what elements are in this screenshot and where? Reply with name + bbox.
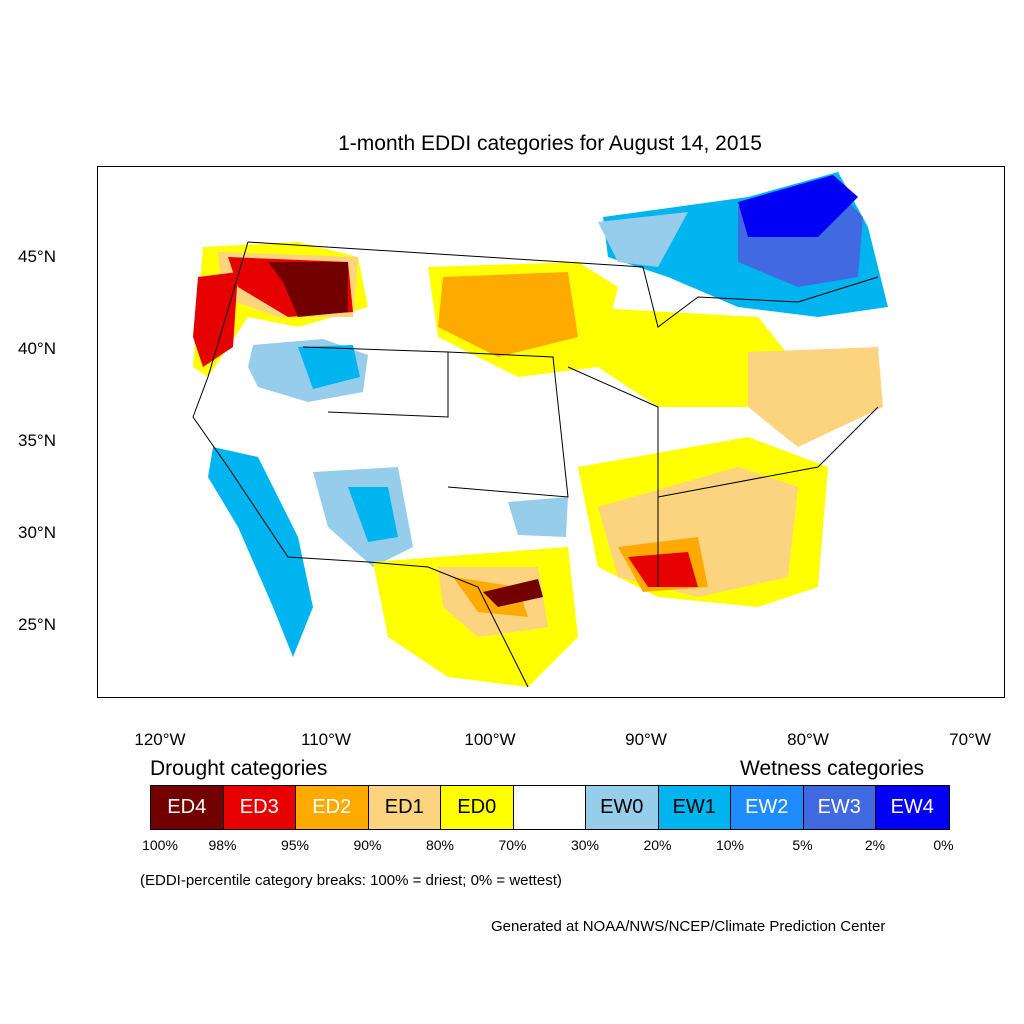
wetness-heading: Wetness categories [740,757,925,780]
mississippi-state-lines [567,366,659,587]
legend-box-ed3: ED3 [223,786,296,829]
legend-box-ed4: ED4 [151,786,224,829]
category-note: (EDDI-percentile category breaks: 100% =… [140,872,562,889]
lon-label-100: 100°W [464,730,516,749]
percentile-label: 20% [643,837,672,853]
map-title: 1-month EDDI categories for August 14, 2… [338,132,762,155]
lon-label-110: 110°W [301,730,351,749]
mississippi-ed3-region [628,552,698,587]
percentile-label: 30% [570,837,600,853]
state-boundaries [192,241,879,688]
southwest-ew1-region [208,447,313,657]
legend-box-ew1: EW1 [658,786,731,829]
legend-box-ew0: EW0 [586,786,659,829]
credit-line: Generated at NOAA/NWS/NCEP/Climate Predi… [491,918,886,935]
canada-ew4-region [738,175,858,237]
lat-label-35: 35°N [18,431,56,450]
great-basin-ew1-region [298,345,360,389]
lat-label-25: 25°N [18,615,56,634]
percentile-label: 2% [864,837,886,853]
lon-label-80: 80°W [787,730,829,749]
legend-box-ew4: EW4 [876,786,949,829]
canada-ew0-region [598,212,688,267]
drought-heading: Drought categories [150,757,328,780]
percentile-label: 95% [280,837,310,853]
four-corners-ew1-region [348,487,398,542]
us-west-southern-border [192,241,529,688]
oregon-coast-ed3-region [193,272,238,367]
texas-ed4-region [483,579,543,607]
interior-state-lines [302,346,449,418]
legend-box-ed0: ED0 [441,786,514,829]
drought-regions [193,242,883,687]
percentile-label: 90% [353,837,382,853]
legend-box-ed1: ED1 [368,786,441,829]
us-canada-border [247,241,879,328]
percentile-label: 5% [792,837,813,853]
wetness-regions [208,172,888,657]
lon-label-70: 70°W [949,730,991,749]
percentile-label: 0% [933,837,954,853]
legend-box-neutral [513,786,586,829]
lat-label-45: 45°N [18,247,56,266]
legend-box-ew3: EW3 [803,786,876,829]
legend-box-ew2: EW2 [731,786,804,829]
percentile-label: 98% [208,837,237,853]
eddi-map [97,166,1005,698]
northern-plains-ed2-region [438,272,578,357]
central-state-lines [447,351,569,498]
percentile-label: 100% [142,837,178,853]
midwest-ed0-region [578,307,798,407]
lon-label-120: 120°W [134,730,186,749]
midatlantic-ed1-region [748,347,883,447]
eddi-map-canvas [192,172,888,688]
legend-box-ed2: ED2 [296,786,369,829]
lon-label-90: 90°W [625,730,667,749]
percentile-label: 70% [498,837,527,853]
southeast-state-lines [657,406,879,498]
percentile-label: 80% [425,837,455,853]
oklahoma-ew0-region [508,497,568,537]
category-legend: ED4 ED3 ED2 ED1 ED0 EW0 EW1 EW2 EW3 EW4 [150,785,950,830]
lat-label-30: 30°N [18,523,56,542]
lat-label-40: 40°N [18,339,56,358]
percentile-label: 10% [715,837,745,853]
northwest-ed4-region [268,262,348,317]
